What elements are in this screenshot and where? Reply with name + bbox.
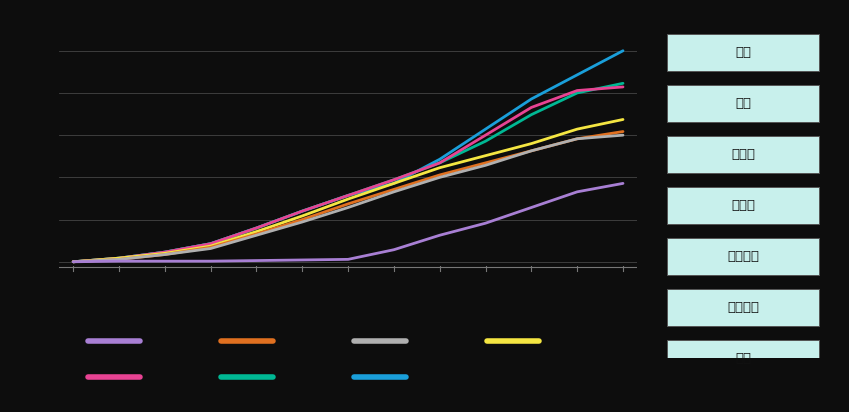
Text: 日本: 日本	[735, 352, 751, 365]
FancyBboxPatch shape	[667, 339, 818, 377]
FancyBboxPatch shape	[667, 238, 818, 275]
FancyBboxPatch shape	[667, 187, 818, 224]
Text: ドイツ: ドイツ	[731, 199, 755, 212]
Text: 英国: 英国	[735, 46, 751, 59]
Text: フランス: フランス	[727, 250, 759, 263]
Text: イタリア: イタリア	[727, 301, 759, 314]
FancyBboxPatch shape	[667, 288, 818, 326]
FancyBboxPatch shape	[667, 84, 818, 122]
Text: 米国: 米国	[735, 97, 751, 110]
FancyBboxPatch shape	[667, 33, 818, 71]
FancyBboxPatch shape	[667, 136, 818, 173]
Text: カナダ: カナダ	[731, 148, 755, 161]
